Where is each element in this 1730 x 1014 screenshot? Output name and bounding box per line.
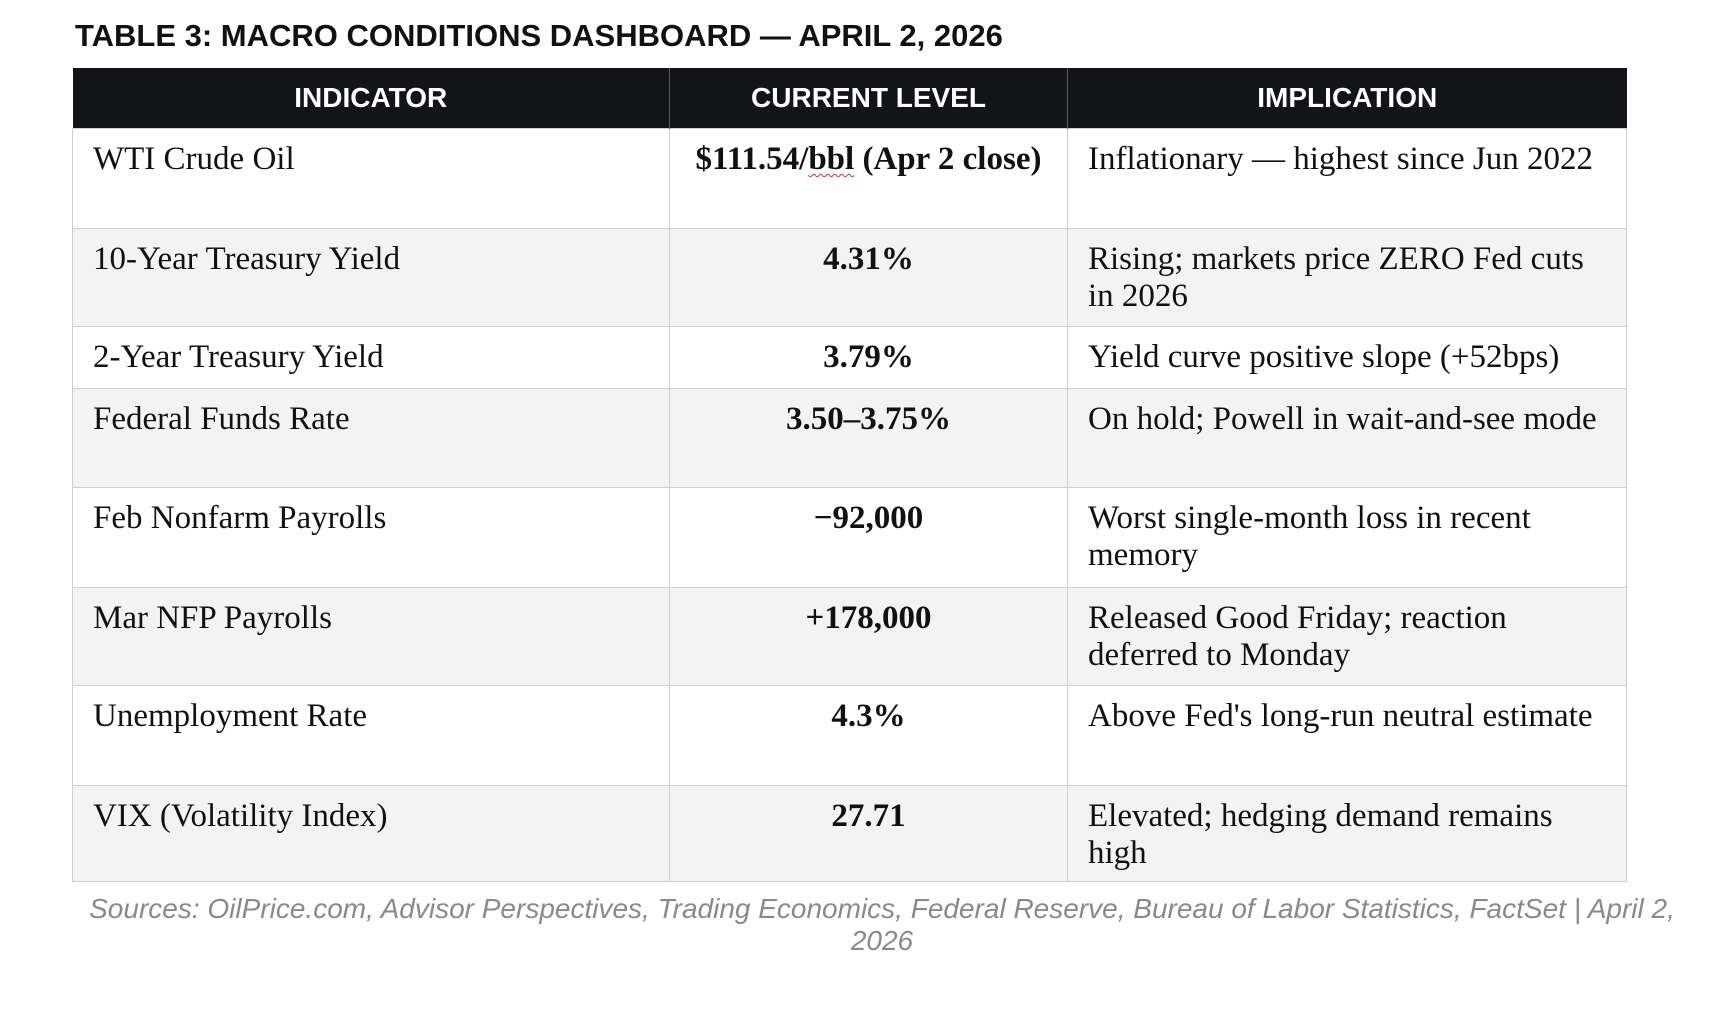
- indicator-cell: Mar NFP Payrolls: [72, 587, 670, 686]
- table-row: Mar NFP Payrolls +178,000 Released Good …: [72, 587, 1627, 686]
- header-row: INDICATOR CURRENT LEVEL IMPLICATION: [72, 68, 1627, 129]
- table-row: Feb Nonfarm Payrolls −92,000 Worst singl…: [72, 487, 1627, 588]
- implication-cell: Elevated; hedging demand remains high: [1067, 785, 1627, 882]
- current-level-cell: −92,000: [669, 487, 1068, 588]
- table-row: WTI Crude Oil $111.54/bbl (Apr 2 close) …: [72, 128, 1627, 229]
- current-level-cell: 4.31%: [669, 228, 1068, 327]
- implication-cell: Released Good Friday; reaction deferred …: [1067, 587, 1627, 686]
- indicator-cell: WTI Crude Oil: [72, 128, 670, 229]
- header-indicator: INDICATOR: [72, 68, 670, 129]
- sources-footnote: Sources: OilPrice.com, Advisor Perspecti…: [89, 893, 1675, 956]
- indicator-cell: VIX (Volatility Index): [72, 785, 670, 882]
- header-implication: IMPLICATION: [1067, 68, 1627, 129]
- current-level-cell: 3.79%: [669, 326, 1068, 389]
- table-row: Unemployment Rate 4.3% Above Fed's long-…: [72, 685, 1627, 786]
- spellcheck-flagged-word[interactable]: bbl: [808, 141, 855, 177]
- current-level-cell: $111.54/bbl (Apr 2 close): [669, 128, 1068, 229]
- indicator-cell: Federal Funds Rate: [72, 388, 670, 488]
- indicator-cell: 2-Year Treasury Yield: [72, 326, 670, 389]
- current-level-cell: 4.3%: [669, 685, 1068, 786]
- header-current-level: CURRENT LEVEL: [669, 68, 1068, 129]
- macro-conditions-table: INDICATOR CURRENT LEVEL IMPLICATION WTI …: [72, 68, 1627, 882]
- level-text: (Apr 2 close): [854, 141, 1042, 177]
- table-title: TABLE 3: MACRO CONDITIONS DASHBOARD — AP…: [75, 18, 1003, 53]
- indicator-cell: Feb Nonfarm Payrolls: [72, 487, 670, 588]
- implication-cell: Inflationary — highest since Jun 2022: [1067, 128, 1627, 229]
- current-level-cell: 27.71: [669, 785, 1068, 882]
- table-row: 2-Year Treasury Yield 3.79% Yield curve …: [72, 326, 1627, 389]
- current-level-cell: +178,000: [669, 587, 1068, 686]
- implication-cell: Worst single-month loss in recent memory: [1067, 487, 1627, 588]
- implication-cell: On hold; Powell in wait-and-see mode: [1067, 388, 1627, 488]
- current-level-cell: 3.50–3.75%: [669, 388, 1068, 488]
- implication-cell: Rising; markets price ZERO Fed cuts in 2…: [1067, 228, 1627, 327]
- implication-cell: Above Fed's long-run neutral estimate: [1067, 685, 1627, 786]
- level-text: $111.54/: [695, 141, 809, 177]
- indicator-cell: 10-Year Treasury Yield: [72, 228, 670, 327]
- indicator-cell: Unemployment Rate: [72, 685, 670, 786]
- table-row: Federal Funds Rate 3.50–3.75% On hold; P…: [72, 388, 1627, 488]
- implication-cell: Yield curve positive slope (+52bps): [1067, 326, 1627, 389]
- table-row: VIX (Volatility Index) 27.71 Elevated; h…: [72, 785, 1627, 882]
- table-row: 10-Year Treasury Yield 4.31% Rising; mar…: [72, 228, 1627, 327]
